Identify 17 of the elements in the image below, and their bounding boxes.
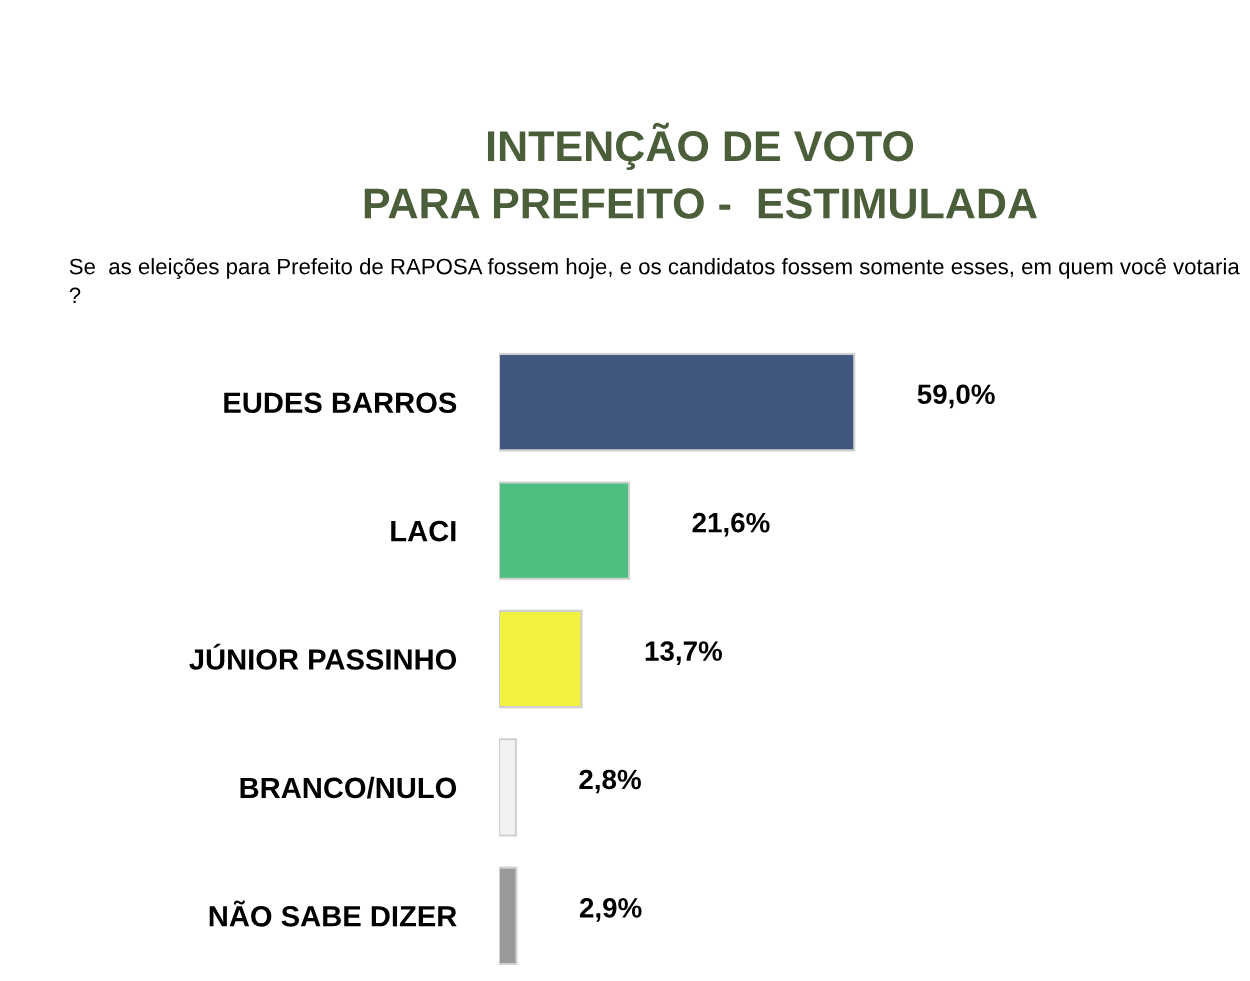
y-tick-label: BRANCO/NULO: [240, 776, 457, 799]
y-tick-label: EUDES BARROS: [224, 392, 457, 414]
bar: [499, 481, 631, 580]
y-tick-label: NÃO SABE DIZER: [209, 900, 457, 927]
bar: [499, 738, 517, 837]
data-label: 13,7%: [645, 641, 723, 665]
bar: [499, 609, 583, 709]
data-label: 21,6%: [692, 512, 770, 537]
bar: [499, 866, 518, 965]
data-label: 59,0%: [917, 384, 995, 409]
data-label: 2,9%: [579, 898, 642, 922]
y-tick-label: LACI: [391, 520, 456, 542]
chart-subtitle: Se as eleições para Prefeito de RAPOSA fossem hoje, e os candidatos fossem somente esses, em quem você votaria ?: [69, 258, 1240, 304]
y-tick-label: JÚNIOR PASSINHO: [189, 643, 457, 670]
bar: [499, 353, 856, 452]
chart-title: INTENÇÃO DE VOTO PARA PREFEITO - ESTIMULADA: [364, 122, 1037, 219]
data-label: 2,8%: [579, 769, 641, 794]
